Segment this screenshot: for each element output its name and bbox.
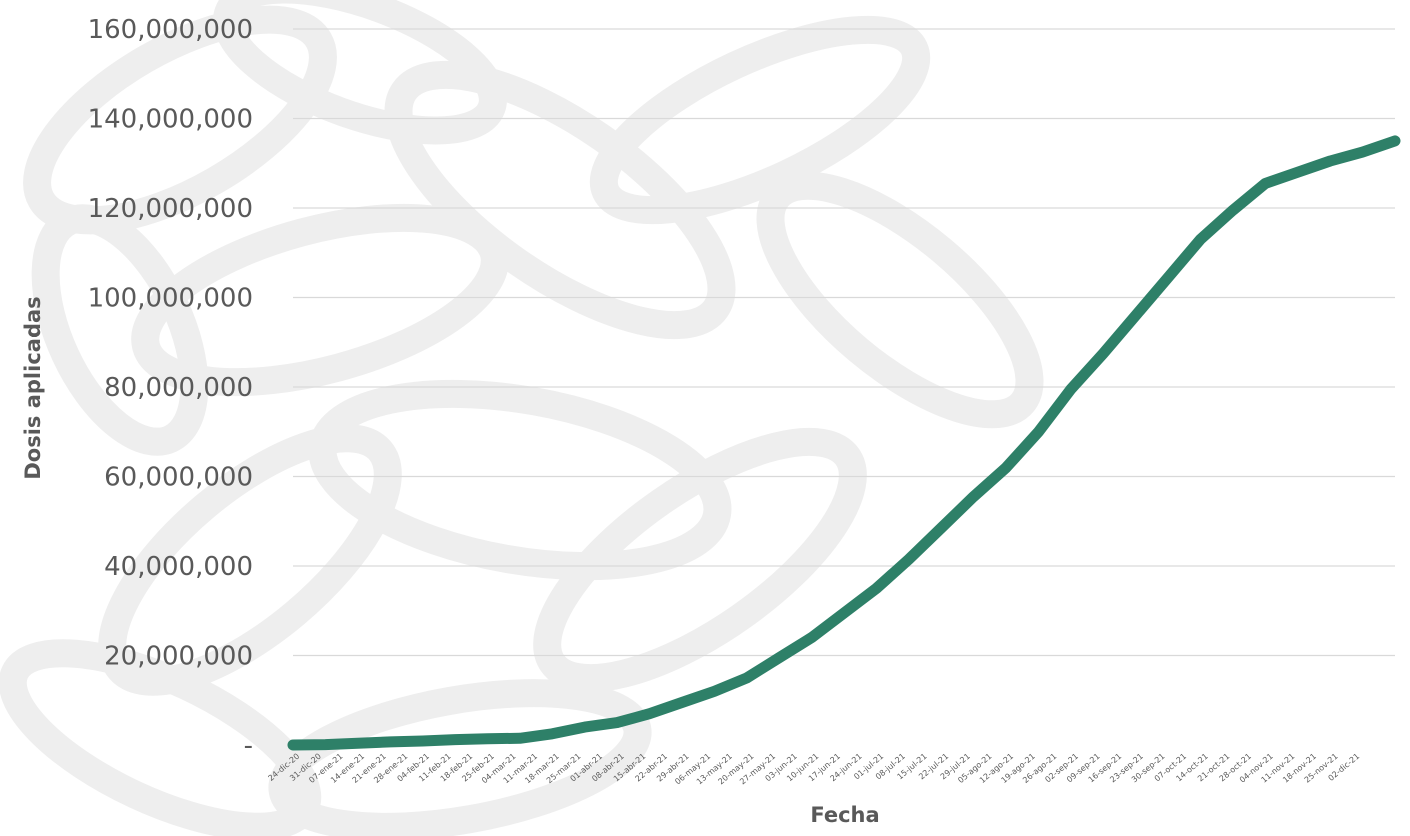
data-point — [906, 556, 912, 562]
y-tick-label: 80,000,000 — [104, 373, 253, 403]
watermark-shape — [23, 5, 337, 235]
data-point — [873, 585, 879, 591]
data-point — [582, 724, 588, 730]
y-tick-label: 160,000,000 — [88, 15, 253, 45]
watermark-shape — [268, 679, 652, 836]
data-point — [776, 655, 782, 661]
data-point — [841, 610, 847, 616]
data-point — [1198, 236, 1204, 242]
y-tick-label: 40,000,000 — [104, 552, 253, 582]
watermark-shape — [308, 379, 732, 581]
background-watermark — [0, 0, 1044, 836]
data-point — [549, 731, 555, 737]
y-axis-ticks: - 20,000,000 40,000,000 60,000,000 80,000,00… — [88, 15, 253, 761]
data-point — [647, 711, 653, 717]
plot-area — [287, 135, 1401, 751]
data-point — [517, 735, 523, 741]
data-point — [452, 737, 458, 743]
data-point — [322, 742, 328, 748]
data-point — [1392, 138, 1398, 144]
data-point — [1165, 274, 1171, 280]
data-point — [290, 742, 296, 748]
y-tick-label: 20,000,000 — [104, 642, 253, 672]
data-point — [1262, 180, 1268, 186]
y-tick-label: 100,000,000 — [88, 284, 253, 314]
y-axis-title: Dosis aplicadas — [21, 296, 45, 479]
watermark-shape — [31, 204, 209, 456]
data-point — [1133, 312, 1139, 318]
x-axis-title: Fecha — [810, 803, 879, 827]
watermark-shape — [533, 427, 867, 693]
watermark-shape — [589, 15, 931, 225]
data-point — [355, 740, 361, 746]
data-point — [971, 494, 977, 500]
data-point — [938, 525, 944, 531]
data-point — [1068, 386, 1074, 392]
data-point — [614, 720, 620, 726]
y-tick-label: 140,000,000 — [88, 105, 253, 135]
y-tick-label: - — [244, 731, 253, 761]
data-point — [387, 739, 393, 745]
watermark-shape — [213, 0, 507, 145]
data-point — [711, 688, 717, 694]
data-point — [1003, 465, 1009, 471]
data-point — [1100, 350, 1106, 356]
data-point — [420, 738, 426, 744]
data-point — [1035, 429, 1041, 435]
y-tick-label: 60,000,000 — [104, 463, 253, 493]
data-point — [484, 736, 490, 742]
data-point — [1327, 158, 1333, 164]
data-point — [679, 699, 685, 705]
data-point — [1230, 207, 1236, 213]
y-tick-label: 120,000,000 — [88, 194, 253, 224]
watermark-shape — [756, 171, 1044, 429]
x-axis-ticks: 24-dic-2031-dic-2007-ene-2114-ene-2121-e… — [267, 752, 1362, 787]
data-point — [1360, 149, 1366, 155]
watermark-shape — [384, 60, 736, 340]
data-point — [809, 635, 815, 641]
data-point — [1295, 169, 1301, 175]
data-point — [744, 675, 750, 681]
gridlines — [293, 28, 1395, 657]
